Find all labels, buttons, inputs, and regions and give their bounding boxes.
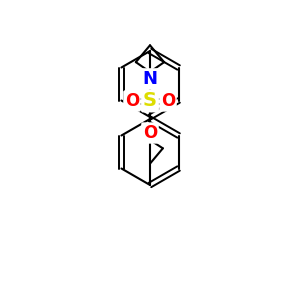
- Text: O: O: [143, 124, 157, 142]
- Text: S: S: [143, 92, 157, 110]
- Text: O: O: [161, 92, 175, 110]
- Text: N: N: [142, 70, 158, 88]
- Text: O: O: [125, 92, 139, 110]
